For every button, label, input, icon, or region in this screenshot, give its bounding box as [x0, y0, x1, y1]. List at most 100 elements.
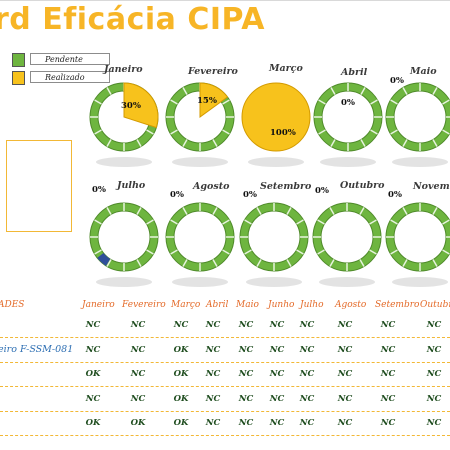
chart-title-julho: Julho — [117, 180, 146, 191]
pendente-ring — [386, 83, 450, 151]
table-cell: NC — [205, 369, 221, 379]
ring-segment-divider — [442, 129, 450, 135]
ring-segment-divider — [222, 129, 230, 135]
ring-segment-divider — [369, 249, 377, 255]
ring-segment-divider — [296, 219, 304, 225]
ring-inner-edge — [393, 90, 447, 144]
legend-label-realizado: Realizado — [30, 71, 110, 83]
table-cell: NC — [380, 418, 396, 428]
ring-segment-divider — [402, 139, 408, 147]
legend-label-pendente: Pendente — [30, 53, 110, 65]
ring-segment-divider — [360, 139, 366, 147]
pendente-ring — [314, 83, 382, 151]
pendente-ring — [386, 203, 450, 271]
ring-segment-divider — [442, 219, 450, 225]
ring-segment-divider — [432, 87, 438, 95]
chart-shadow — [246, 277, 302, 287]
ring-segment-divider — [256, 207, 262, 215]
ring-segment-divider — [94, 129, 102, 135]
ring-segment-divider — [370, 99, 378, 105]
table-cell: NC — [337, 394, 353, 404]
table-cell: NC — [299, 369, 315, 379]
ring-segment-divider — [106, 87, 112, 95]
ring-segment-divider — [212, 207, 218, 215]
table-first-header: ADES — [0, 300, 25, 310]
table-column-header: Janeiro — [82, 300, 115, 310]
ring-segment-divider — [318, 129, 326, 135]
table-cell: NC — [380, 369, 396, 379]
ring-segment-divider — [244, 219, 252, 225]
ring-inner-edge — [173, 210, 227, 264]
ring-segment-divider — [244, 249, 252, 255]
table-cell: NC — [130, 345, 146, 355]
ring-inner-edge — [320, 210, 374, 264]
ring-segment-divider — [170, 99, 178, 105]
table-column-header: Julho — [300, 300, 324, 310]
ring-inner-edge — [393, 210, 447, 264]
table-cell: NC — [380, 320, 396, 330]
table-cell: NC — [85, 345, 101, 355]
ring-segment-divider — [170, 219, 178, 225]
table-cell: OK — [173, 394, 189, 404]
ring-inner-edge — [97, 210, 151, 264]
table-cell: NC — [85, 320, 101, 330]
table-cell: NC — [130, 369, 146, 379]
ring-segment-divider — [222, 219, 230, 225]
table-cell: OK — [173, 345, 189, 355]
ring-segment-divider — [222, 249, 230, 255]
table-cell: NC — [426, 394, 442, 404]
ring-segment-divider — [318, 99, 326, 105]
ring-segment-divider — [390, 249, 398, 255]
table-cell: NC — [173, 320, 189, 330]
ring-segment-divider — [222, 99, 230, 105]
donut-chart-outubro — [312, 202, 382, 287]
ring-segment-divider — [170, 129, 178, 135]
ring-outer-edge — [312, 202, 382, 272]
chart-title-janeiro: Janeiro — [104, 64, 143, 75]
ring-segment-divider — [146, 219, 154, 225]
ring-segment-divider — [390, 129, 398, 135]
ring-segment-divider — [136, 207, 142, 215]
table-cell: OK — [85, 418, 101, 428]
donut-chart-janeiro — [89, 82, 159, 167]
table-cell: OK — [130, 418, 146, 428]
table-column-header: Setembro — [375, 300, 420, 310]
ring-inner-edge — [247, 210, 301, 264]
chart-percentage-label: 0% — [341, 98, 355, 108]
ring-segment-divider — [359, 207, 365, 215]
table-cell: NC — [337, 418, 353, 428]
ring-segment-divider — [329, 207, 335, 215]
table-row-label: eiro F-SSM-081 — [0, 344, 74, 355]
chart-percentage-label: 0% — [170, 190, 184, 200]
ring-segment-divider — [330, 139, 336, 147]
table-cell: NC — [269, 394, 285, 404]
table-row-divider — [0, 337, 450, 338]
chart-percentage-label: 0% — [92, 185, 106, 195]
ring-segment-divider — [390, 99, 398, 105]
table-cell: NC — [426, 320, 442, 330]
table-cell: OK — [85, 369, 101, 379]
donut-chart-março — [241, 82, 311, 167]
ring-segment-divider — [402, 87, 408, 95]
chart-shadow — [96, 157, 152, 167]
donut-chart-maio — [385, 82, 450, 167]
realizado-slice — [123, 82, 159, 129]
chart-percentage-label: 15% — [197, 96, 217, 106]
selected-segment — [97, 252, 111, 266]
ring-outer-edge — [165, 202, 235, 272]
table-row-divider — [0, 435, 450, 436]
ring-outer-edge — [313, 82, 383, 152]
ring-segment-divider — [106, 139, 112, 147]
table-cell: NC — [130, 320, 146, 330]
chart-title-fevereiro: Fevereiro — [188, 66, 238, 77]
legend-swatch-realizado — [12, 71, 25, 85]
ring-segment-divider — [94, 99, 102, 105]
table-cell: NC — [238, 369, 254, 379]
donut-chart-abril — [313, 82, 383, 167]
table-cell: NC — [299, 345, 315, 355]
ring-segment-divider — [256, 259, 262, 267]
table-column-header: Abril — [206, 300, 229, 310]
donut-chart-julho — [89, 202, 159, 287]
chart-shadow — [392, 277, 448, 287]
ring-segment-divider — [317, 249, 325, 255]
